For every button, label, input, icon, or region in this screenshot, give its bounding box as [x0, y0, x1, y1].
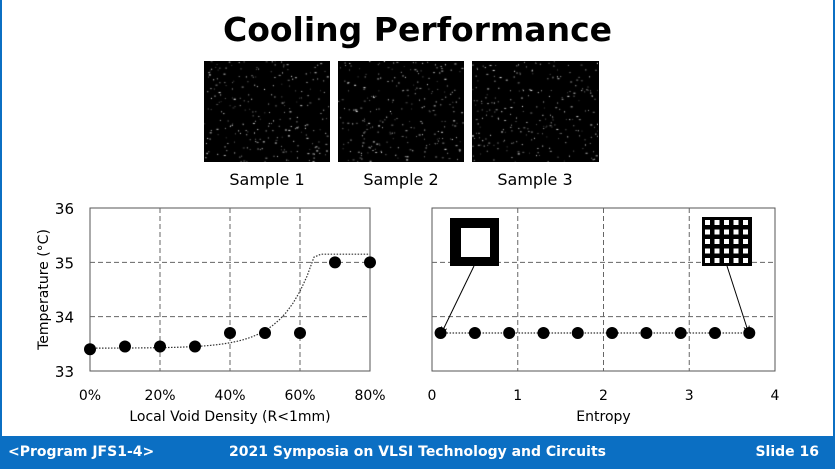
grid-pattern-cell — [705, 248, 710, 254]
slide-title: Cooling Performance — [222, 10, 613, 49]
data-point — [708, 326, 721, 339]
data-point — [606, 326, 619, 339]
grid-pattern-cell — [705, 239, 710, 244]
grid-pattern-cell — [733, 258, 739, 263]
grid-pattern-cell — [743, 258, 748, 263]
footer-slide-number: Slide 16 — [755, 444, 819, 460]
grid-pattern-cell — [714, 239, 720, 244]
data-point — [571, 326, 584, 339]
grid-pattern-cell — [705, 258, 710, 263]
x-tick-label: 2 — [599, 388, 608, 404]
x-tick-label: 60% — [284, 388, 315, 404]
x-tick-label: 4 — [771, 388, 780, 404]
x-tick-label: 20% — [144, 388, 175, 404]
hollow-square-inner — [461, 228, 490, 257]
sample-image-2 — [338, 61, 464, 162]
data-point — [224, 326, 236, 339]
grid-pattern-cell — [733, 220, 739, 225]
data-point — [189, 340, 201, 353]
data-point — [364, 256, 376, 269]
sample-image-1 — [204, 61, 330, 162]
x-axis-label: Entropy — [576, 409, 630, 425]
data-point — [537, 326, 550, 339]
data-point — [259, 326, 271, 339]
grid-pattern-cell — [724, 258, 729, 263]
data-point — [640, 326, 653, 339]
grid-pattern-cell — [733, 248, 739, 254]
x-tick-label: 0% — [79, 388, 101, 404]
footer-program: <Program JFS1-4> — [8, 444, 155, 460]
grid-pattern-cell — [705, 229, 710, 235]
grid-pattern-cell — [733, 229, 739, 235]
data-point — [674, 326, 687, 339]
x-tick-label: 0 — [428, 388, 437, 404]
sample-image-3 — [472, 61, 599, 162]
x-tick-label: 1 — [513, 388, 522, 404]
grid-pattern-cell — [743, 229, 748, 235]
y-tick-label: 36 — [55, 200, 74, 218]
x-tick-label: 80% — [354, 388, 385, 404]
sample-label-1: Sample 1 — [229, 170, 305, 189]
grid-pattern-cell — [743, 220, 748, 225]
slide-frame — [0, 0, 835, 436]
grid-pattern-cell — [733, 239, 739, 244]
x-tick-label: 40% — [214, 388, 245, 404]
grid-pattern-cell — [724, 220, 729, 225]
grid-pattern-cell — [714, 258, 720, 263]
y-tick-label: 33 — [55, 363, 74, 381]
y-tick-label: 35 — [55, 254, 74, 272]
data-point — [154, 340, 166, 353]
grid-pattern-cell — [705, 220, 710, 225]
arrow-low-entropy — [442, 265, 475, 332]
grid-pattern-cell — [724, 229, 729, 235]
footer-conference: 2021 Symposia on VLSI Technology and Cir… — [229, 444, 606, 460]
data-point — [84, 343, 96, 356]
x-tick-label: 3 — [685, 388, 694, 404]
x-axis-label: Local Void Density (R<1mm) — [129, 409, 330, 425]
data-point — [119, 340, 131, 353]
grid-pattern-cell — [743, 239, 748, 244]
sample-label-2: Sample 2 — [363, 170, 439, 189]
data-point — [743, 326, 756, 339]
grid-pattern-cell — [714, 229, 720, 235]
grid-pattern-cell — [714, 248, 720, 254]
y-axis-label: Temperature (°C) — [36, 229, 52, 351]
grid-pattern-cell — [743, 248, 748, 254]
data-point — [329, 256, 341, 269]
footer-bar: <Program JFS1-4> 2021 Symposia on VLSI T… — [0, 436, 835, 469]
grid-pattern-cell — [724, 248, 729, 254]
data-point — [434, 326, 447, 339]
arrow-high-entropy — [726, 265, 748, 331]
sample-label-3: Sample 3 — [497, 170, 573, 189]
data-point — [503, 326, 516, 339]
data-point — [294, 326, 306, 339]
y-tick-label: 34 — [55, 309, 74, 327]
grid-pattern-cell — [724, 239, 729, 244]
data-point — [468, 326, 481, 339]
grid-pattern-cell — [714, 220, 720, 225]
